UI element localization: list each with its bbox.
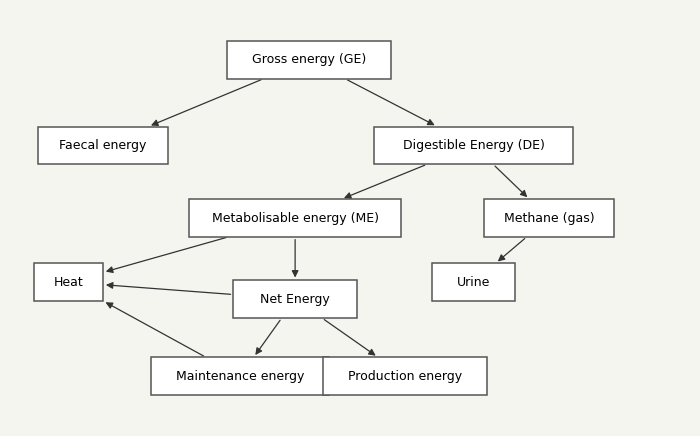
- Text: Production energy: Production energy: [348, 370, 462, 383]
- FancyBboxPatch shape: [34, 263, 103, 301]
- FancyBboxPatch shape: [38, 126, 168, 164]
- Text: Metabolisable energy (ME): Metabolisable energy (ME): [211, 211, 379, 225]
- Text: Gross energy (GE): Gross energy (GE): [252, 53, 366, 66]
- Text: Methane (gas): Methane (gas): [503, 211, 594, 225]
- Text: Urine: Urine: [457, 276, 490, 289]
- Text: Maintenance energy: Maintenance energy: [176, 370, 304, 383]
- Text: Digestible Energy (DE): Digestible Energy (DE): [402, 139, 545, 152]
- FancyBboxPatch shape: [233, 280, 357, 318]
- Text: Heat: Heat: [54, 276, 83, 289]
- Text: Faecal energy: Faecal energy: [60, 139, 147, 152]
- FancyBboxPatch shape: [433, 263, 514, 301]
- FancyBboxPatch shape: [323, 357, 487, 395]
- FancyBboxPatch shape: [189, 199, 402, 237]
- FancyBboxPatch shape: [151, 357, 330, 395]
- Text: Net Energy: Net Energy: [260, 293, 330, 306]
- FancyBboxPatch shape: [374, 126, 573, 164]
- FancyBboxPatch shape: [227, 41, 391, 79]
- FancyBboxPatch shape: [484, 199, 614, 237]
